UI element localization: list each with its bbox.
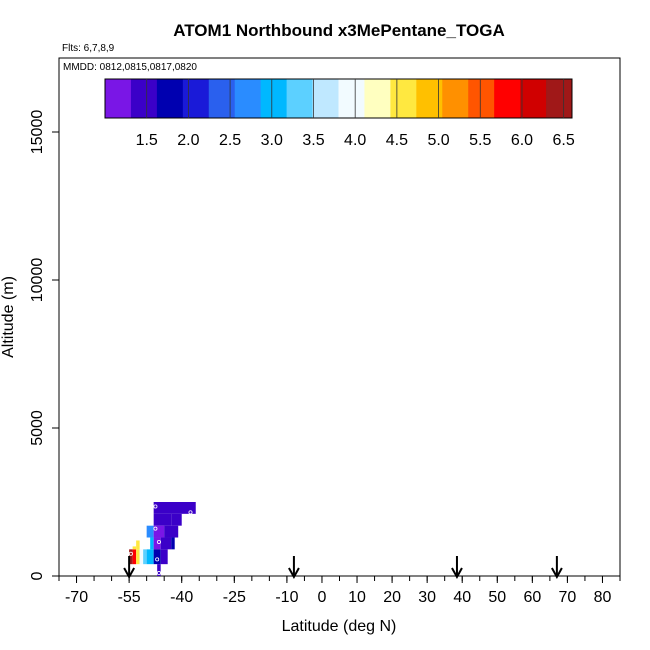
colorbar-segment <box>520 79 547 118</box>
x-tick-label: -55 <box>118 589 141 606</box>
colorbar-segment <box>286 79 314 118</box>
x-tick-label: 0 <box>318 589 327 606</box>
heatmap-cell <box>153 513 172 526</box>
colorbar-ticks: 1.5 2.0 2.5 3.0 3.5 4.0 4.5 5.0 5.5 6.0 6.5 <box>136 79 575 149</box>
sample-marker <box>153 526 158 531</box>
heatmap-cell <box>136 540 140 550</box>
heatmap-cell <box>153 549 161 565</box>
heatmap-cell <box>164 525 179 538</box>
colorbar-tick-label: 6.0 <box>511 132 533 149</box>
colorbar-segment <box>390 79 417 118</box>
y-axis-label: Altitude (m) <box>0 276 17 358</box>
x-tick-label: -10 <box>275 589 298 606</box>
colorbar-tick-label: 2.0 <box>177 132 199 149</box>
colorbar-tick-label: 4.0 <box>344 132 366 149</box>
chart-title: ATOM1 Northbound x3MePentane_TOGA <box>173 21 505 40</box>
sample-marker <box>156 539 161 544</box>
heatmap-cell <box>153 537 161 550</box>
colorbar-segment <box>156 79 184 118</box>
heatmap-cell <box>146 549 154 565</box>
x-tick-label: -40 <box>170 589 193 606</box>
x-tick-label: -70 <box>65 589 88 606</box>
colorbar-segment <box>260 79 288 118</box>
x-tick-label: 60 <box>523 589 541 606</box>
heatmap-cell <box>129 549 133 565</box>
x-tick-label: 80 <box>594 589 612 606</box>
sample-marker <box>128 551 133 556</box>
direction-arrow <box>288 556 300 580</box>
colorbar-segment <box>208 79 236 118</box>
colorbar-tick-label: 1.5 <box>136 132 158 149</box>
heatmap-cell <box>171 513 182 526</box>
colorbar-segment <box>546 79 573 118</box>
flights-label: Flts: 6,7,8,9 <box>62 43 115 54</box>
colorbar-tick-label: 5.5 <box>469 132 491 149</box>
heatmap-cell <box>132 546 137 550</box>
colorbar-segment <box>338 79 365 118</box>
direction-arrows <box>123 556 563 580</box>
sample-marker <box>188 510 193 515</box>
colorbar-segment <box>130 79 158 118</box>
colorbar-tick-label: 2.5 <box>219 132 241 149</box>
heatmap-cell <box>160 549 168 565</box>
colorbar-segment <box>494 79 521 118</box>
heatmap-cell <box>132 549 137 565</box>
sample-marker <box>153 504 158 509</box>
x-axis: -70 -55 -40 -25 -10 0 10 20 30 40 50 60 70 80 <box>58 576 621 606</box>
heatmap-cell <box>153 502 196 514</box>
y-axis: 0 5000 10000 15000 <box>29 110 59 580</box>
heatmap-cell <box>153 525 165 538</box>
heatmap-cell <box>150 537 154 550</box>
direction-arrow <box>551 556 563 580</box>
heatmap-cell <box>157 564 161 576</box>
dates-label: MMDD: 0812,0815,0817,0820 <box>63 62 197 73</box>
sample-markers <box>128 504 193 576</box>
colorbar <box>104 78 573 119</box>
y-tick-label: 10000 <box>29 258 46 303</box>
colorbar-tick-label: 6.5 <box>553 132 575 149</box>
y-tick-label: 0 <box>29 571 46 580</box>
heatmap-cell <box>160 537 172 550</box>
colorbar-segment <box>468 79 495 118</box>
heatmap-cell <box>146 525 154 538</box>
colorbar-segment <box>234 79 262 118</box>
x-tick-label: 40 <box>453 589 471 606</box>
colorbar-segment <box>182 79 210 118</box>
colorbar-segment <box>442 79 469 118</box>
colorbar-segment <box>364 79 391 118</box>
heatmap-cell <box>136 549 140 565</box>
y-tick-label: 5000 <box>29 410 46 446</box>
heatmap-cell <box>139 549 144 565</box>
heatmap-cell <box>143 549 147 565</box>
heatmap-cells <box>129 502 196 576</box>
colorbar-tick-label: 4.5 <box>386 132 408 149</box>
sample-marker <box>155 557 160 562</box>
y-tick-label: 15000 <box>29 110 46 155</box>
colorbar-frame <box>104 78 573 119</box>
x-tick-label: -25 <box>223 589 246 606</box>
x-tick-label: 50 <box>488 589 506 606</box>
x-tick-label: 10 <box>348 589 366 606</box>
x-axis-label: Latitude (deg N) <box>282 618 397 635</box>
colorbar-segment <box>105 79 132 118</box>
colorbar-segment <box>312 79 339 118</box>
sample-marker <box>156 571 161 576</box>
colorbar-tick-label: 3.0 <box>261 132 283 149</box>
x-tick-label: 20 <box>383 589 401 606</box>
colorbar-tick-label: 5.0 <box>427 132 449 149</box>
x-tick-label: 30 <box>418 589 436 606</box>
direction-arrow <box>451 556 463 580</box>
colorbar-tick-label: 3.5 <box>302 132 324 149</box>
heatmap-cell <box>171 537 175 550</box>
x-tick-label: 70 <box>559 589 577 606</box>
